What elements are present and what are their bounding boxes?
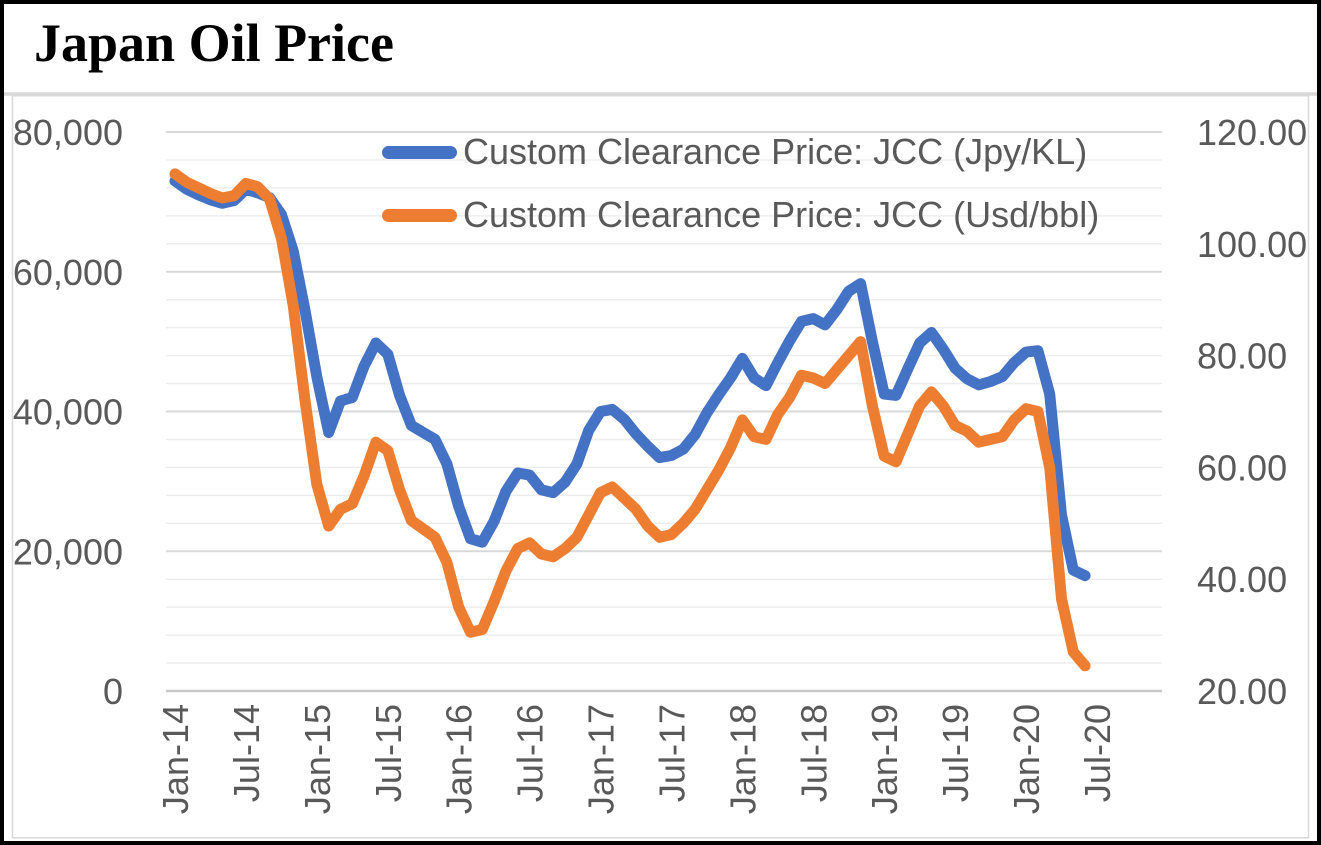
legend-item-usd: Custom Clearance Price: JCC (Usd/bbl) xyxy=(382,194,1100,235)
x-axis-tick-label: Jul-15 xyxy=(368,704,409,802)
x-axis-tick-label: Jan-18 xyxy=(722,704,763,814)
x-axis-tick-label: Jan-16 xyxy=(439,704,480,814)
line-chart-svg: 80,000 60,000 40,000 20,000 0 120.00 100.00 80.… xyxy=(4,92,1317,839)
x-axis-tick-label: Jan-17 xyxy=(581,704,622,814)
legend-item-jpy: Custom Clearance Price: JCC (Jpy/KL) xyxy=(382,131,1099,172)
x-axis-tick-label: Jul-18 xyxy=(793,704,834,802)
x-axis-tick-label: Jul-14 xyxy=(226,704,267,802)
left-axis-tick-label: 0 xyxy=(103,671,123,712)
right-axis-tick-label: 100.00 xyxy=(1197,224,1307,265)
x-axis-tick-label: Jul-20 xyxy=(1077,704,1118,802)
left-axis-tick-label: 80,000 xyxy=(13,112,123,153)
right-axis-tick-label: 60.00 xyxy=(1197,447,1287,488)
x-axis-tick-label: Jan-15 xyxy=(297,704,338,814)
page-title: Japan Oil Price xyxy=(34,13,394,73)
legend-label-usd: Custom Clearance Price: JCC (Usd/bbl) xyxy=(463,194,1100,235)
left-axis-tick-label: 60,000 xyxy=(13,252,123,293)
legend: Custom Clearance Price: JCC (Jpy/KL) Cus… xyxy=(382,131,1100,261)
x-axis-tick-label: Jan-19 xyxy=(864,704,905,814)
left-axis-tick-label: 40,000 xyxy=(13,392,123,433)
right-axis-tick-label: 80.00 xyxy=(1197,336,1287,377)
legend-line-sample-orange-icon xyxy=(382,208,457,222)
x-axis-tick-label: Jul-16 xyxy=(510,704,551,802)
right-axis-tick-label: 20.00 xyxy=(1197,671,1287,712)
chart-area-border xyxy=(11,95,1310,839)
series-line-jpy xyxy=(169,175,1091,582)
legend-label-jpy: Custom Clearance Price: JCC (Jpy/KL) xyxy=(463,131,1088,172)
right-axis-tick-label: 120.00 xyxy=(1197,112,1307,153)
legend-line-sample-blue-icon xyxy=(382,145,457,159)
x-axis-tick-label: Jan-20 xyxy=(1006,704,1047,814)
x-axis-tick-label: Jan-14 xyxy=(155,704,196,814)
x-axis-tick-label: Jul-17 xyxy=(651,704,692,802)
series-line-usd xyxy=(169,168,1091,672)
right-axis-tick-label: 40.00 xyxy=(1197,559,1287,600)
left-axis-tick-label: 20,000 xyxy=(13,531,123,572)
x-axis-tick-label: Jul-19 xyxy=(935,704,976,802)
